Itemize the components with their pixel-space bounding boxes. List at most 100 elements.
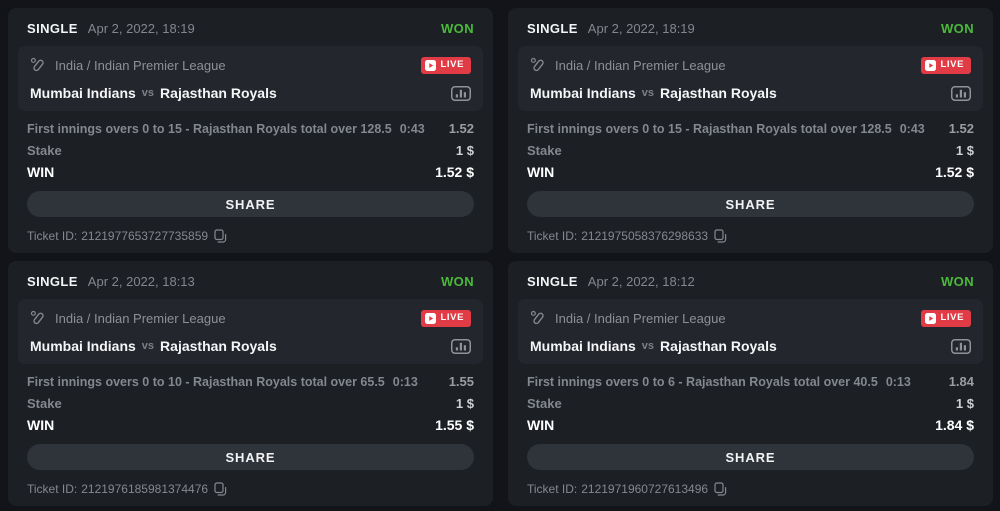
share-button[interactable]: SHARE — [527, 191, 974, 217]
live-badge[interactable]: LIVE — [921, 309, 971, 327]
team-away: Rajasthan Royals — [160, 85, 277, 101]
team-home: Mumbai Indians — [530, 338, 636, 354]
stake-value: 1 $ — [955, 143, 974, 158]
bet-selection-row: First innings overs 0 to 6 - Rajasthan R… — [518, 374, 983, 389]
stake-label: Stake — [527, 396, 562, 411]
bet-odds: 1.84 — [948, 374, 974, 389]
copy-icon[interactable] — [214, 229, 227, 243]
vs-label: vs — [641, 340, 655, 352]
team-away: Rajasthan Royals — [660, 338, 777, 354]
cricket-icon — [530, 310, 546, 326]
stake-row: Stake 1 $ — [518, 396, 983, 411]
stats-icon[interactable] — [451, 338, 471, 354]
share-button[interactable]: SHARE — [527, 444, 974, 470]
match-panel[interactable]: India / Indian Premier League LIVE Mumba… — [18, 46, 483, 111]
live-label: LIVE — [940, 59, 964, 71]
win-label: WIN — [27, 164, 55, 180]
league-breadcrumb: India / Indian Premier League — [555, 57, 726, 73]
match-row: Mumbai Indians vs Rajasthan Royals — [30, 336, 471, 356]
play-icon — [925, 59, 937, 71]
match-panel[interactable]: India / Indian Premier League LIVE Mumba… — [518, 46, 983, 111]
stake-label: Stake — [527, 143, 562, 158]
status-badge: WON — [441, 273, 474, 289]
team-away: Rajasthan Royals — [160, 338, 277, 354]
league-row: India / Indian Premier League LIVE — [30, 307, 471, 329]
stake-value: 1 $ — [455, 396, 474, 411]
bet-type-label: SINGLE — [27, 20, 78, 36]
bet-selection-row: First innings overs 0 to 10 - Rajasthan … — [18, 374, 483, 389]
play-icon — [425, 59, 437, 71]
ticket-id-value: 2121977653727735859 — [81, 229, 209, 243]
ticket-header: SINGLE Apr 2, 2022, 18:19 WON — [18, 19, 483, 37]
live-label: LIVE — [440, 59, 464, 71]
match-panel[interactable]: India / Indian Premier League LIVE Mumba… — [518, 299, 983, 364]
bet-date: Apr 2, 2022, 18:13 — [87, 273, 195, 289]
bet-time: 0:43 — [399, 122, 425, 136]
stake-label: Stake — [27, 143, 62, 158]
bet-odds: 1.52 — [948, 121, 974, 136]
live-badge[interactable]: LIVE — [921, 56, 971, 74]
vs-label: vs — [141, 340, 155, 352]
bet-date: Apr 2, 2022, 18:12 — [587, 273, 695, 289]
ticket-id-value: 2121975058376298633 — [581, 229, 709, 243]
ticket-id-label: Ticket ID: — [527, 229, 578, 243]
live-label: LIVE — [440, 312, 464, 324]
league-breadcrumb: India / Indian Premier League — [555, 310, 726, 326]
ticket-id-row: Ticket ID: 2121977653727735859 — [27, 229, 474, 243]
league-row: India / Indian Premier League LIVE — [530, 307, 971, 329]
win-value: 1.84 $ — [935, 417, 974, 433]
team-home: Mumbai Indians — [30, 85, 136, 101]
play-icon — [425, 312, 437, 324]
stats-icon[interactable] — [951, 85, 971, 101]
league-row: India / Indian Premier League LIVE — [530, 54, 971, 76]
win-label: WIN — [27, 417, 55, 433]
share-button[interactable]: SHARE — [27, 444, 474, 470]
league-breadcrumb: India / Indian Premier League — [55, 57, 226, 73]
copy-icon[interactable] — [714, 482, 727, 496]
win-row: WIN 1.52 $ — [518, 164, 983, 180]
share-button[interactable]: SHARE — [27, 191, 474, 217]
win-row: WIN 1.55 $ — [18, 417, 483, 433]
ticket-header: SINGLE Apr 2, 2022, 18:19 WON — [518, 19, 983, 37]
bet-type-label: SINGLE — [27, 273, 78, 289]
win-row: WIN 1.84 $ — [518, 417, 983, 433]
team-home: Mumbai Indians — [530, 85, 636, 101]
live-label: LIVE — [940, 312, 964, 324]
stake-row: Stake 1 $ — [18, 396, 483, 411]
team-away: Rajasthan Royals — [660, 85, 777, 101]
ticket-id-row: Ticket ID: 2121975058376298633 — [527, 229, 974, 243]
stats-icon[interactable] — [951, 338, 971, 354]
status-badge: WON — [941, 273, 974, 289]
bet-ticket-card: SINGLE Apr 2, 2022, 18:13 WON India / In… — [8, 261, 493, 506]
ticket-id-row: Ticket ID: 2121976185981374476 — [27, 482, 474, 496]
stake-label: Stake — [27, 396, 62, 411]
live-badge[interactable]: LIVE — [421, 309, 471, 327]
copy-icon[interactable] — [214, 482, 227, 496]
ticket-header: SINGLE Apr 2, 2022, 18:12 WON — [518, 272, 983, 290]
bet-time: 0:43 — [899, 122, 925, 136]
bet-odds: 1.55 — [448, 374, 474, 389]
vs-label: vs — [641, 87, 655, 99]
match-row: Mumbai Indians vs Rajasthan Royals — [30, 83, 471, 103]
cricket-icon — [30, 310, 46, 326]
match-row: Mumbai Indians vs Rajasthan Royals — [530, 83, 971, 103]
vs-label: vs — [141, 87, 155, 99]
win-label: WIN — [527, 164, 555, 180]
bet-description: First innings overs 0 to 6 - Rajasthan R… — [527, 375, 911, 389]
stats-icon[interactable] — [451, 85, 471, 101]
cricket-icon — [30, 57, 46, 73]
match-panel[interactable]: India / Indian Premier League LIVE Mumba… — [18, 299, 483, 364]
ticket-id-label: Ticket ID: — [27, 229, 78, 243]
bet-type-label: SINGLE — [527, 20, 578, 36]
stake-value: 1 $ — [455, 143, 474, 158]
stake-value: 1 $ — [955, 396, 974, 411]
live-badge[interactable]: LIVE — [421, 56, 471, 74]
stake-row: Stake 1 $ — [18, 143, 483, 158]
bet-odds: 1.52 — [448, 121, 474, 136]
win-value: 1.52 $ — [935, 164, 974, 180]
copy-icon[interactable] — [714, 229, 727, 243]
bet-description: First innings overs 0 to 15 - Rajasthan … — [527, 122, 925, 136]
status-badge: WON — [941, 20, 974, 36]
ticket-id-value: 2121971960727613496 — [581, 482, 709, 496]
